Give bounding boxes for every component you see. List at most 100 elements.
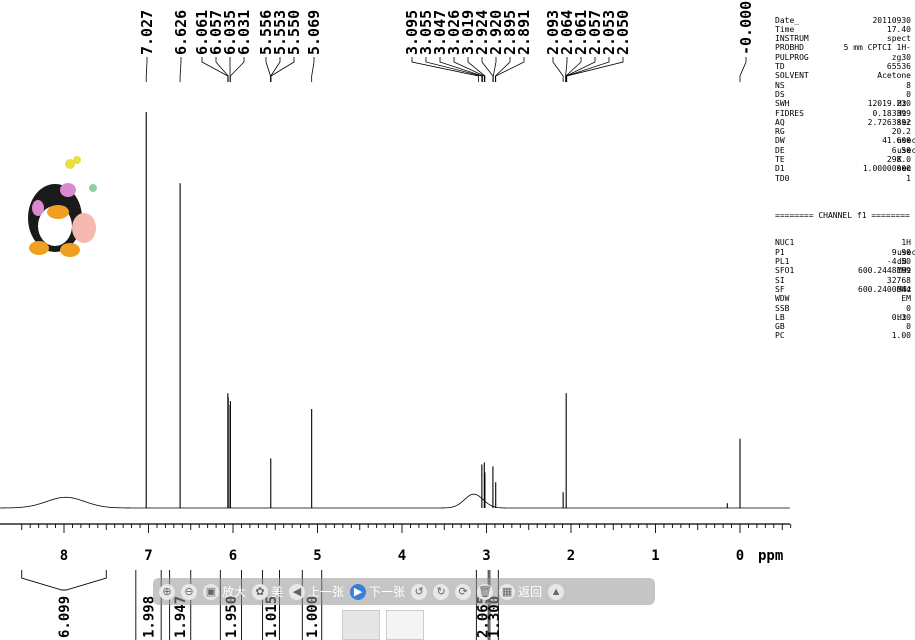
peak-label: 2.920	[487, 10, 505, 55]
param-key: RG	[775, 127, 785, 137]
enlarge-button[interactable]: ▣ 放大	[203, 583, 246, 600]
penguin-sticker-icon	[28, 156, 97, 257]
channel-param-value: 0	[906, 303, 911, 313]
rotate-left-icon: ↺	[411, 583, 428, 600]
param-row: TD 65536	[775, 62, 915, 71]
back-button[interactable]: ▦ 返回	[499, 583, 542, 600]
x-tick-label: 4	[398, 548, 406, 564]
peak-label-leader	[492, 57, 497, 82]
integral-value: 1.950	[224, 596, 240, 638]
channel-param-key: P1	[775, 247, 785, 257]
peak-label: 5.069	[305, 10, 323, 55]
channel-param-key: PL1	[775, 257, 790, 267]
channel-param-unit: usec	[897, 247, 915, 257]
x-axis: 8 7 6 5 4 3 2 1 0 ppm	[0, 523, 792, 564]
param-unit: sec	[897, 164, 912, 174]
param-key: D1	[775, 164, 785, 174]
rotate-right-button[interactable]: ↻	[433, 583, 450, 600]
channel-param-row: SF 600.2400044 MHz	[775, 285, 915, 294]
param-row: RG 20.2	[775, 127, 915, 136]
param-key: DE	[775, 145, 785, 155]
peak-label-leader	[270, 57, 281, 82]
channel-param-row: PC 1.00	[775, 331, 915, 340]
peak-label: 3.047	[431, 10, 449, 55]
trash-icon: 🗑	[477, 583, 494, 600]
channel-param-value: 600.2400044	[858, 284, 911, 294]
x-tick-label: 7	[144, 548, 152, 564]
param-key: TD	[775, 62, 785, 72]
channel-param-value: 32768	[886, 275, 911, 285]
param-value: 0.183399	[872, 108, 911, 118]
rotate-right-icon: ↻	[433, 583, 450, 600]
peak-label-leader	[552, 57, 564, 82]
peak-label: 5.553	[271, 10, 289, 55]
param-key: AQ	[775, 117, 785, 127]
parameter-list: Date_ 20110930 Time 17.40 INSTRUM spect PROBHD…	[775, 16, 915, 183]
param-value: 12019.230	[867, 99, 911, 109]
param-value: 298.0	[886, 155, 911, 165]
peak-label-leader	[311, 57, 315, 82]
zoom-in-button[interactable]: ⊕	[159, 583, 175, 600]
thumbnail-2[interactable]	[386, 610, 424, 640]
param-row: PULPROG zg30	[775, 53, 915, 62]
beautify-icon: ✿	[252, 583, 269, 600]
refresh-button[interactable]: ⟳	[455, 583, 472, 600]
param-row: DE 6.50 usec	[775, 146, 915, 155]
param-value: spect	[886, 34, 911, 44]
peak-label: 5.550	[285, 10, 303, 55]
peak-label-leader	[739, 57, 747, 82]
zoom-out-button[interactable]: ⊖	[181, 583, 197, 600]
peak-label-leader	[453, 57, 485, 82]
enlarge-label: 放大	[222, 585, 247, 599]
channel-param-key: SI	[775, 275, 785, 285]
peak-label-leader	[270, 57, 295, 82]
peak-label: 3.095	[403, 10, 421, 55]
peak-label-leader	[566, 57, 624, 82]
param-row: AQ 2.7263892 sec	[775, 118, 915, 127]
param-key: PULPROG	[775, 52, 809, 62]
peak-label: 2.057	[586, 10, 604, 55]
peak-label-leader	[179, 57, 182, 82]
delete-button[interactable]: 🗑	[477, 583, 494, 600]
channel-param-key: SFO1	[775, 266, 795, 276]
param-unit: usec	[897, 145, 915, 155]
peak-label-leader	[495, 57, 525, 82]
prev-button[interactable]: ◀ 上一张	[289, 583, 344, 600]
next-label: 下一张	[369, 585, 406, 599]
integral-value: 6.099	[57, 596, 73, 638]
peak-label: 6.035	[221, 10, 239, 55]
param-key: Time	[775, 24, 795, 34]
integral-value: 1.015	[264, 596, 280, 638]
channel-param-key: GB	[775, 322, 785, 332]
peak-label-leader	[481, 57, 494, 82]
image-viewer-toolbar: ⊕ ⊖ ▣ 放大 ✿ 美 ◀ 上一张 ▶ 下一张 ↺ ↻ ⟳ 🗑 ▦ 返回 ▲	[153, 578, 655, 605]
refresh-icon: ⟳	[455, 583, 472, 600]
x-tick-label: 6	[229, 548, 237, 564]
beautify-button[interactable]: ✿ 美	[252, 583, 283, 600]
arrow-right-icon: ▶	[350, 583, 367, 600]
param-row: TE 298.0 K	[775, 155, 915, 164]
peak-label: 6.057	[207, 10, 225, 55]
up-button[interactable]: ▲	[548, 583, 565, 600]
beautify-label: 美	[271, 585, 284, 599]
channel-param-unit: MHz	[897, 266, 912, 276]
thumbnail-1[interactable]	[342, 610, 380, 640]
param-key: FIDRES	[775, 108, 804, 118]
param-key: SOLVENT	[775, 71, 809, 81]
param-value: 41.600	[882, 136, 911, 146]
param-value: 8	[906, 80, 911, 90]
channel-parameter-list: NUC1 1H P1 9.90 usec PL1 -4.50 dB SFO1 600.244819…	[775, 238, 915, 340]
param-row: DW 41.600 usec	[775, 136, 915, 145]
channel-param-value: 600.2448199	[858, 266, 911, 276]
param-value: 1	[906, 173, 911, 183]
channel-param-value: 0	[906, 322, 911, 332]
channel-param-row: GB 0	[775, 322, 915, 331]
peak-label-leader	[145, 57, 148, 82]
channel-param-value: -4.50	[886, 257, 911, 267]
param-row: SWH 12019.230 Hz	[775, 99, 915, 108]
integral-value: 1.998	[142, 596, 158, 638]
channel-param-row: WDW EM	[775, 294, 915, 303]
rotate-left-button[interactable]: ↺	[411, 583, 428, 600]
next-button[interactable]: ▶ 下一张	[350, 583, 405, 600]
x-tick-label: 3	[482, 548, 490, 564]
